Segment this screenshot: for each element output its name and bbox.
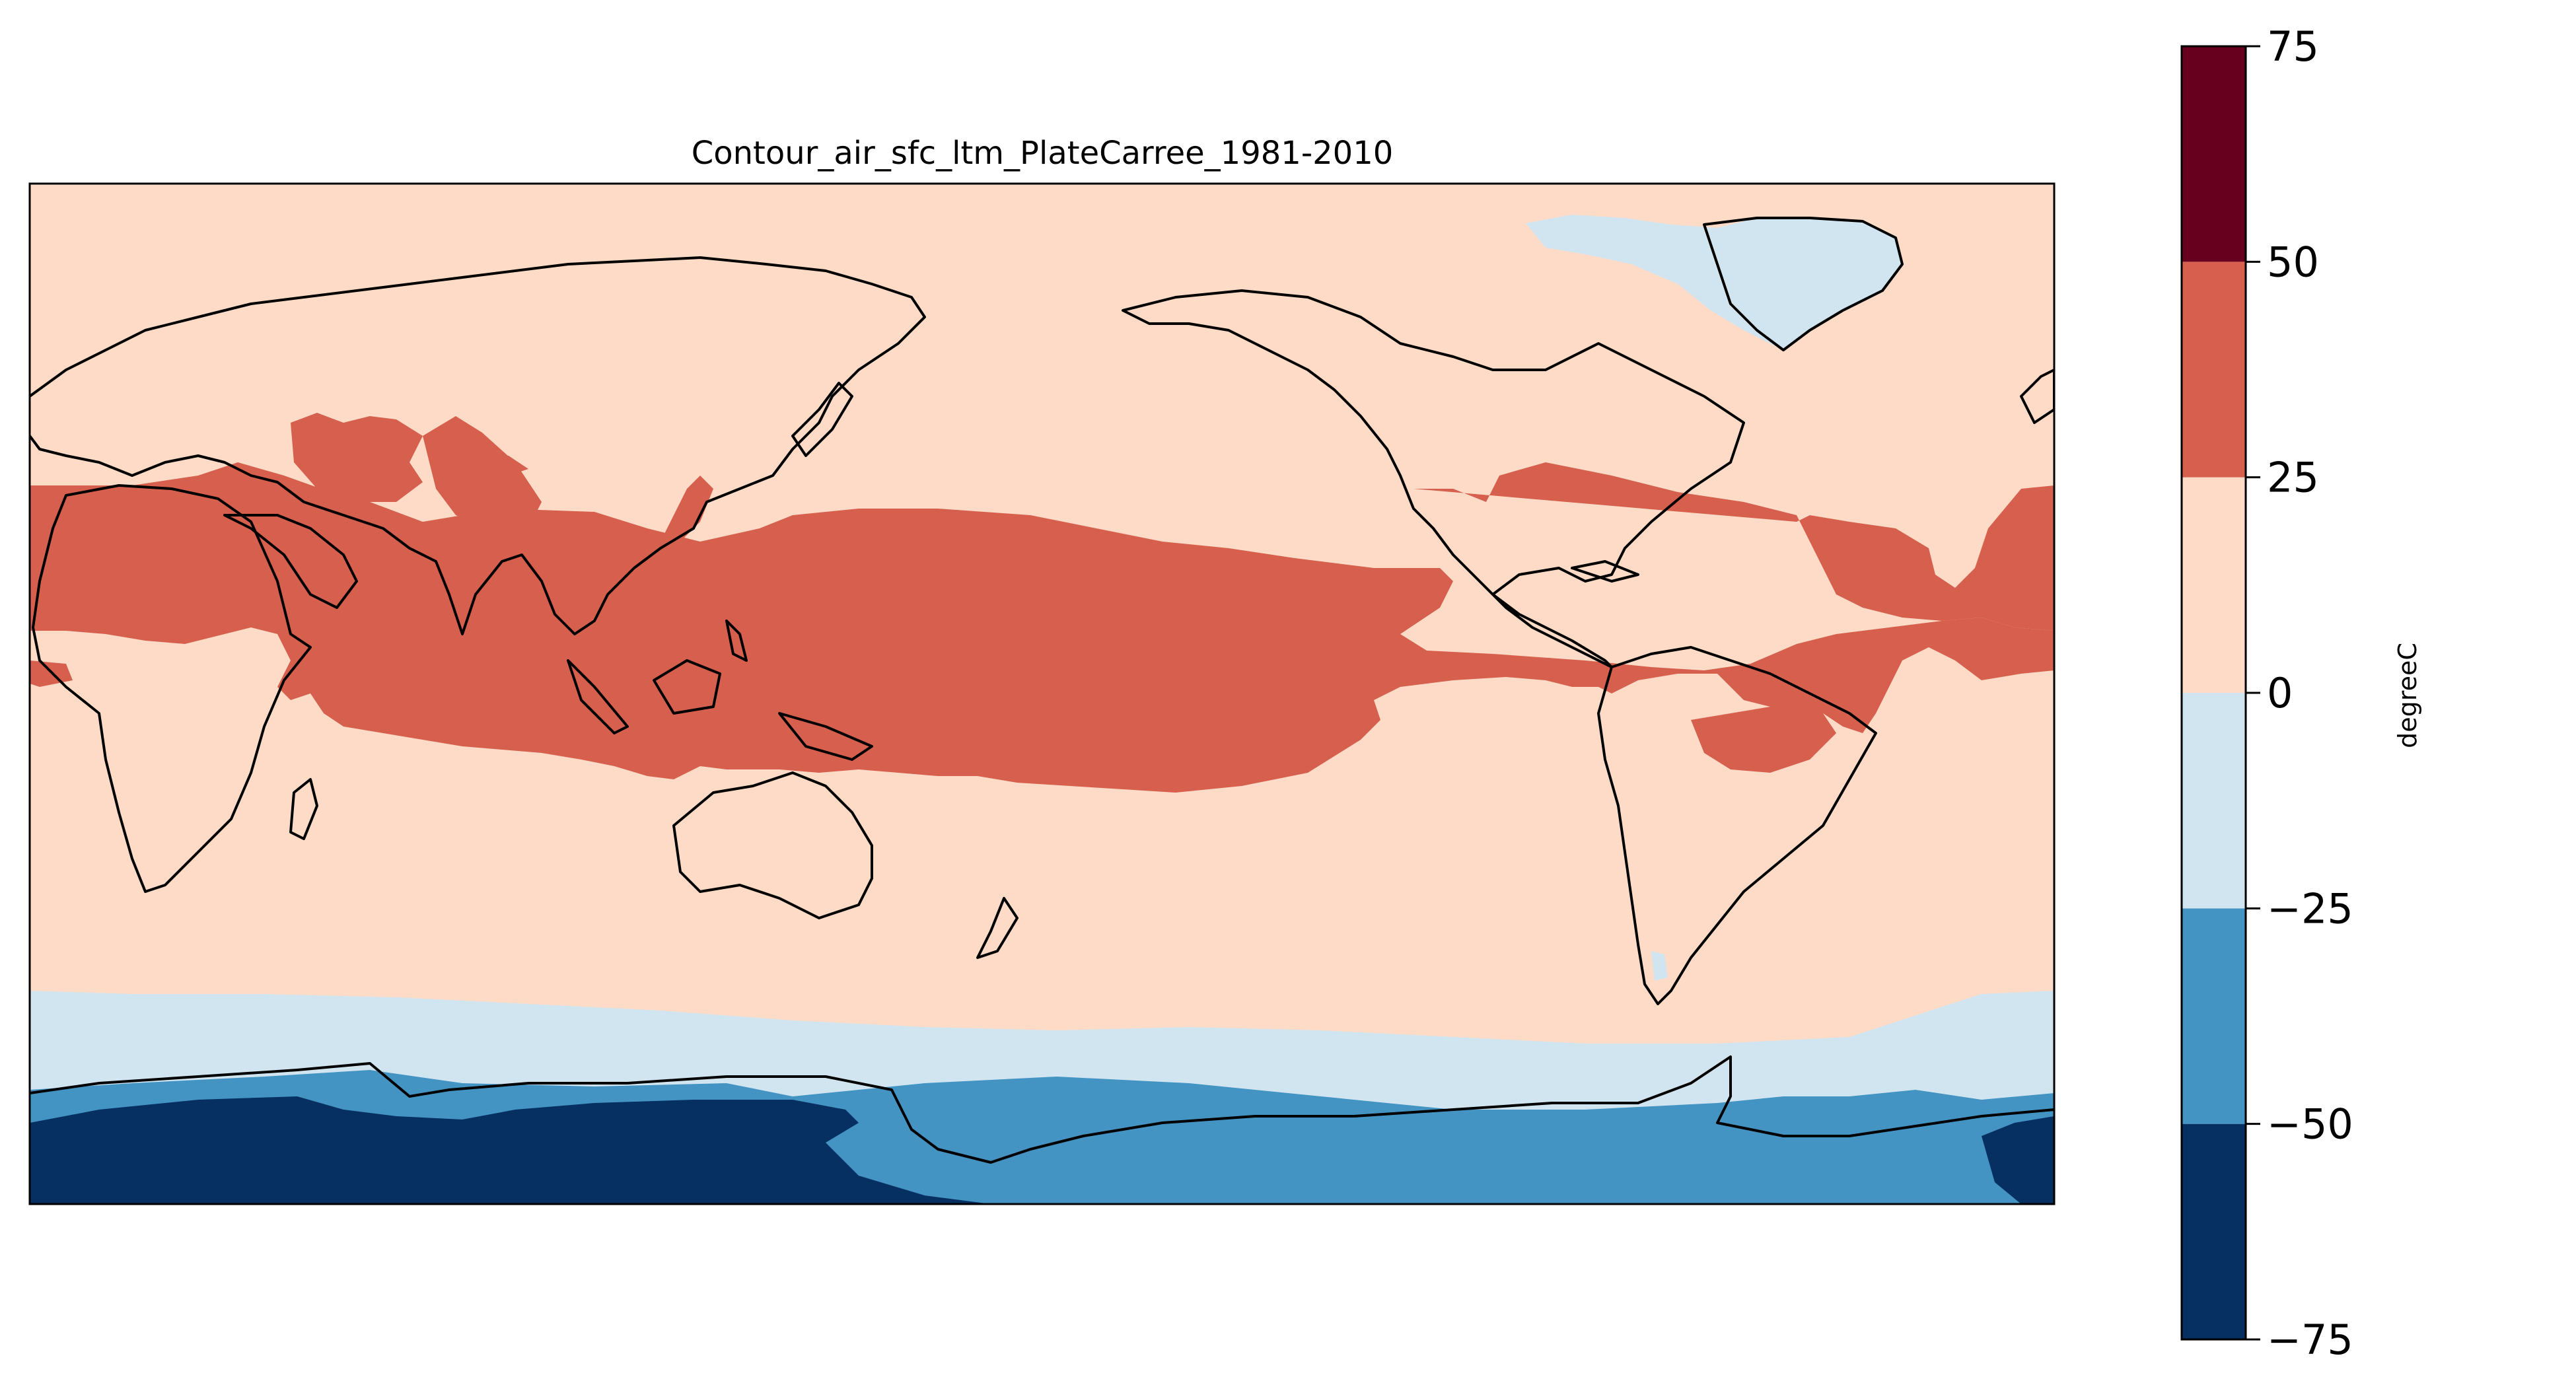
colorbar-tick-label: −75 — [2267, 1316, 2353, 1364]
band-minus25-to-0-greenland — [1526, 215, 1902, 350]
colorbar: 75 50 25 0 −25 −50 −75 — [2180, 22, 2353, 1364]
coast-madagascar — [289, 778, 318, 840]
colorbar-segment — [2182, 477, 2246, 693]
colorbar-tick-label: 25 — [2267, 454, 2319, 502]
colorbar-segment — [2182, 908, 2246, 1124]
colorbar-unit-label: degreeC — [2393, 643, 2422, 748]
coast-japan — [791, 382, 853, 457]
colorbar-tick-label: 75 — [2267, 22, 2319, 71]
band-25-to-50-atlantic — [1413, 462, 2054, 631]
coast-north-america — [1122, 289, 1745, 668]
coast-greenland — [1703, 217, 1904, 351]
colorbar-tick-label: −25 — [2267, 884, 2353, 933]
colorbar-segment — [2182, 46, 2246, 262]
coast-cuba — [1571, 560, 1639, 583]
coast-africa — [32, 484, 312, 893]
colorbar-tick-label: 50 — [2267, 238, 2319, 286]
coast-new-guinea — [778, 712, 873, 761]
band-minus75-to-minus50-east — [1982, 1116, 2054, 1204]
coast-australia — [672, 771, 873, 919]
map-panel — [30, 184, 2054, 1204]
band-25-to-50-amazon — [1691, 700, 1836, 773]
colorbar-tick-label: 0 — [2267, 669, 2293, 717]
band-25-to-50-arabia — [423, 416, 542, 528]
coast-eurasia — [30, 256, 926, 635]
coast-new-zealand — [976, 897, 1019, 959]
band-minus75-to-minus50 — [30, 1096, 991, 1204]
band-minus25-to-0-andes — [1651, 951, 1668, 981]
band-25-to-50-tropics — [30, 462, 2054, 793]
coastlines — [30, 217, 2054, 1164]
coast-arabia — [223, 514, 358, 609]
colorbar-segment — [2182, 693, 2246, 909]
coast-borneo — [653, 659, 721, 715]
coast-philippines — [725, 620, 748, 662]
colorbar-segment — [2182, 1123, 2246, 1339]
figure-title: Contour_air_sfc_ltm_PlateCarree_1981-201… — [692, 135, 1394, 172]
band-25-to-50-caspian — [482, 456, 528, 476]
map-frame — [28, 182, 2056, 1205]
colorbar-segment — [2182, 262, 2246, 478]
band-25-to-50-taiwan-strait — [661, 476, 713, 542]
coast-antarctica — [30, 1055, 2054, 1164]
band-25-to-50-middle-east — [291, 413, 423, 502]
colorbar-tick-label: −50 — [2267, 1100, 2353, 1149]
coast-british-isles — [2020, 369, 2054, 424]
coast-south-america — [1597, 646, 1877, 1005]
coast-sumatra — [567, 659, 629, 734]
